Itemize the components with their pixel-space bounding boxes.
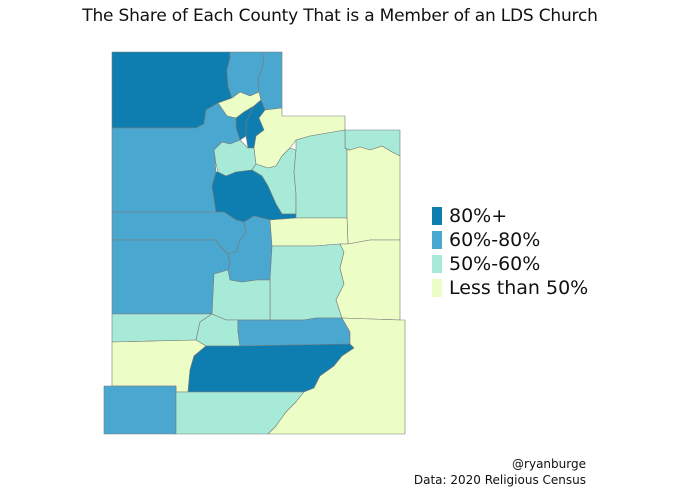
- legend-item: 50%-60%: [432, 252, 588, 276]
- county-cache[interactable]: [226, 51, 265, 99]
- county-grand[interactable]: [335, 239, 401, 321]
- county-uintah[interactable]: [346, 145, 401, 245]
- county-emery[interactable]: [269, 243, 345, 321]
- county-duchesne[interactable]: [293, 129, 348, 219]
- legend-item: 80%+: [432, 204, 588, 228]
- legend-swatch: [432, 231, 442, 249]
- legend-item: 60%-80%: [432, 228, 588, 252]
- legend-label: Less than 50%: [449, 277, 589, 299]
- legend-swatch: [432, 255, 442, 273]
- legend-swatch: [432, 279, 442, 297]
- legend-label: 80%+: [449, 205, 508, 227]
- county-san-juan[interactable]: [267, 317, 406, 435]
- legend-label: 50%-60%: [449, 253, 541, 275]
- legend-label: 60%-80%: [449, 229, 541, 251]
- map-title: The Share of Each County That is a Membe…: [82, 6, 598, 26]
- legend-swatch: [432, 207, 442, 225]
- legend: 80%+ 60%-80% 50%-60% Less than 50%: [432, 204, 588, 300]
- county-washington[interactable]: [103, 385, 177, 435]
- credit-source: Data: 2020 Religious Census: [413, 473, 586, 487]
- county-wayne[interactable]: [237, 317, 351, 347]
- legend-item: Less than 50%: [432, 276, 588, 300]
- credit: @ryanburge Data: 2020 Religious Census: [414, 456, 586, 488]
- county-carbon[interactable]: [269, 217, 349, 247]
- credit-handle: @ryanburge: [512, 457, 586, 471]
